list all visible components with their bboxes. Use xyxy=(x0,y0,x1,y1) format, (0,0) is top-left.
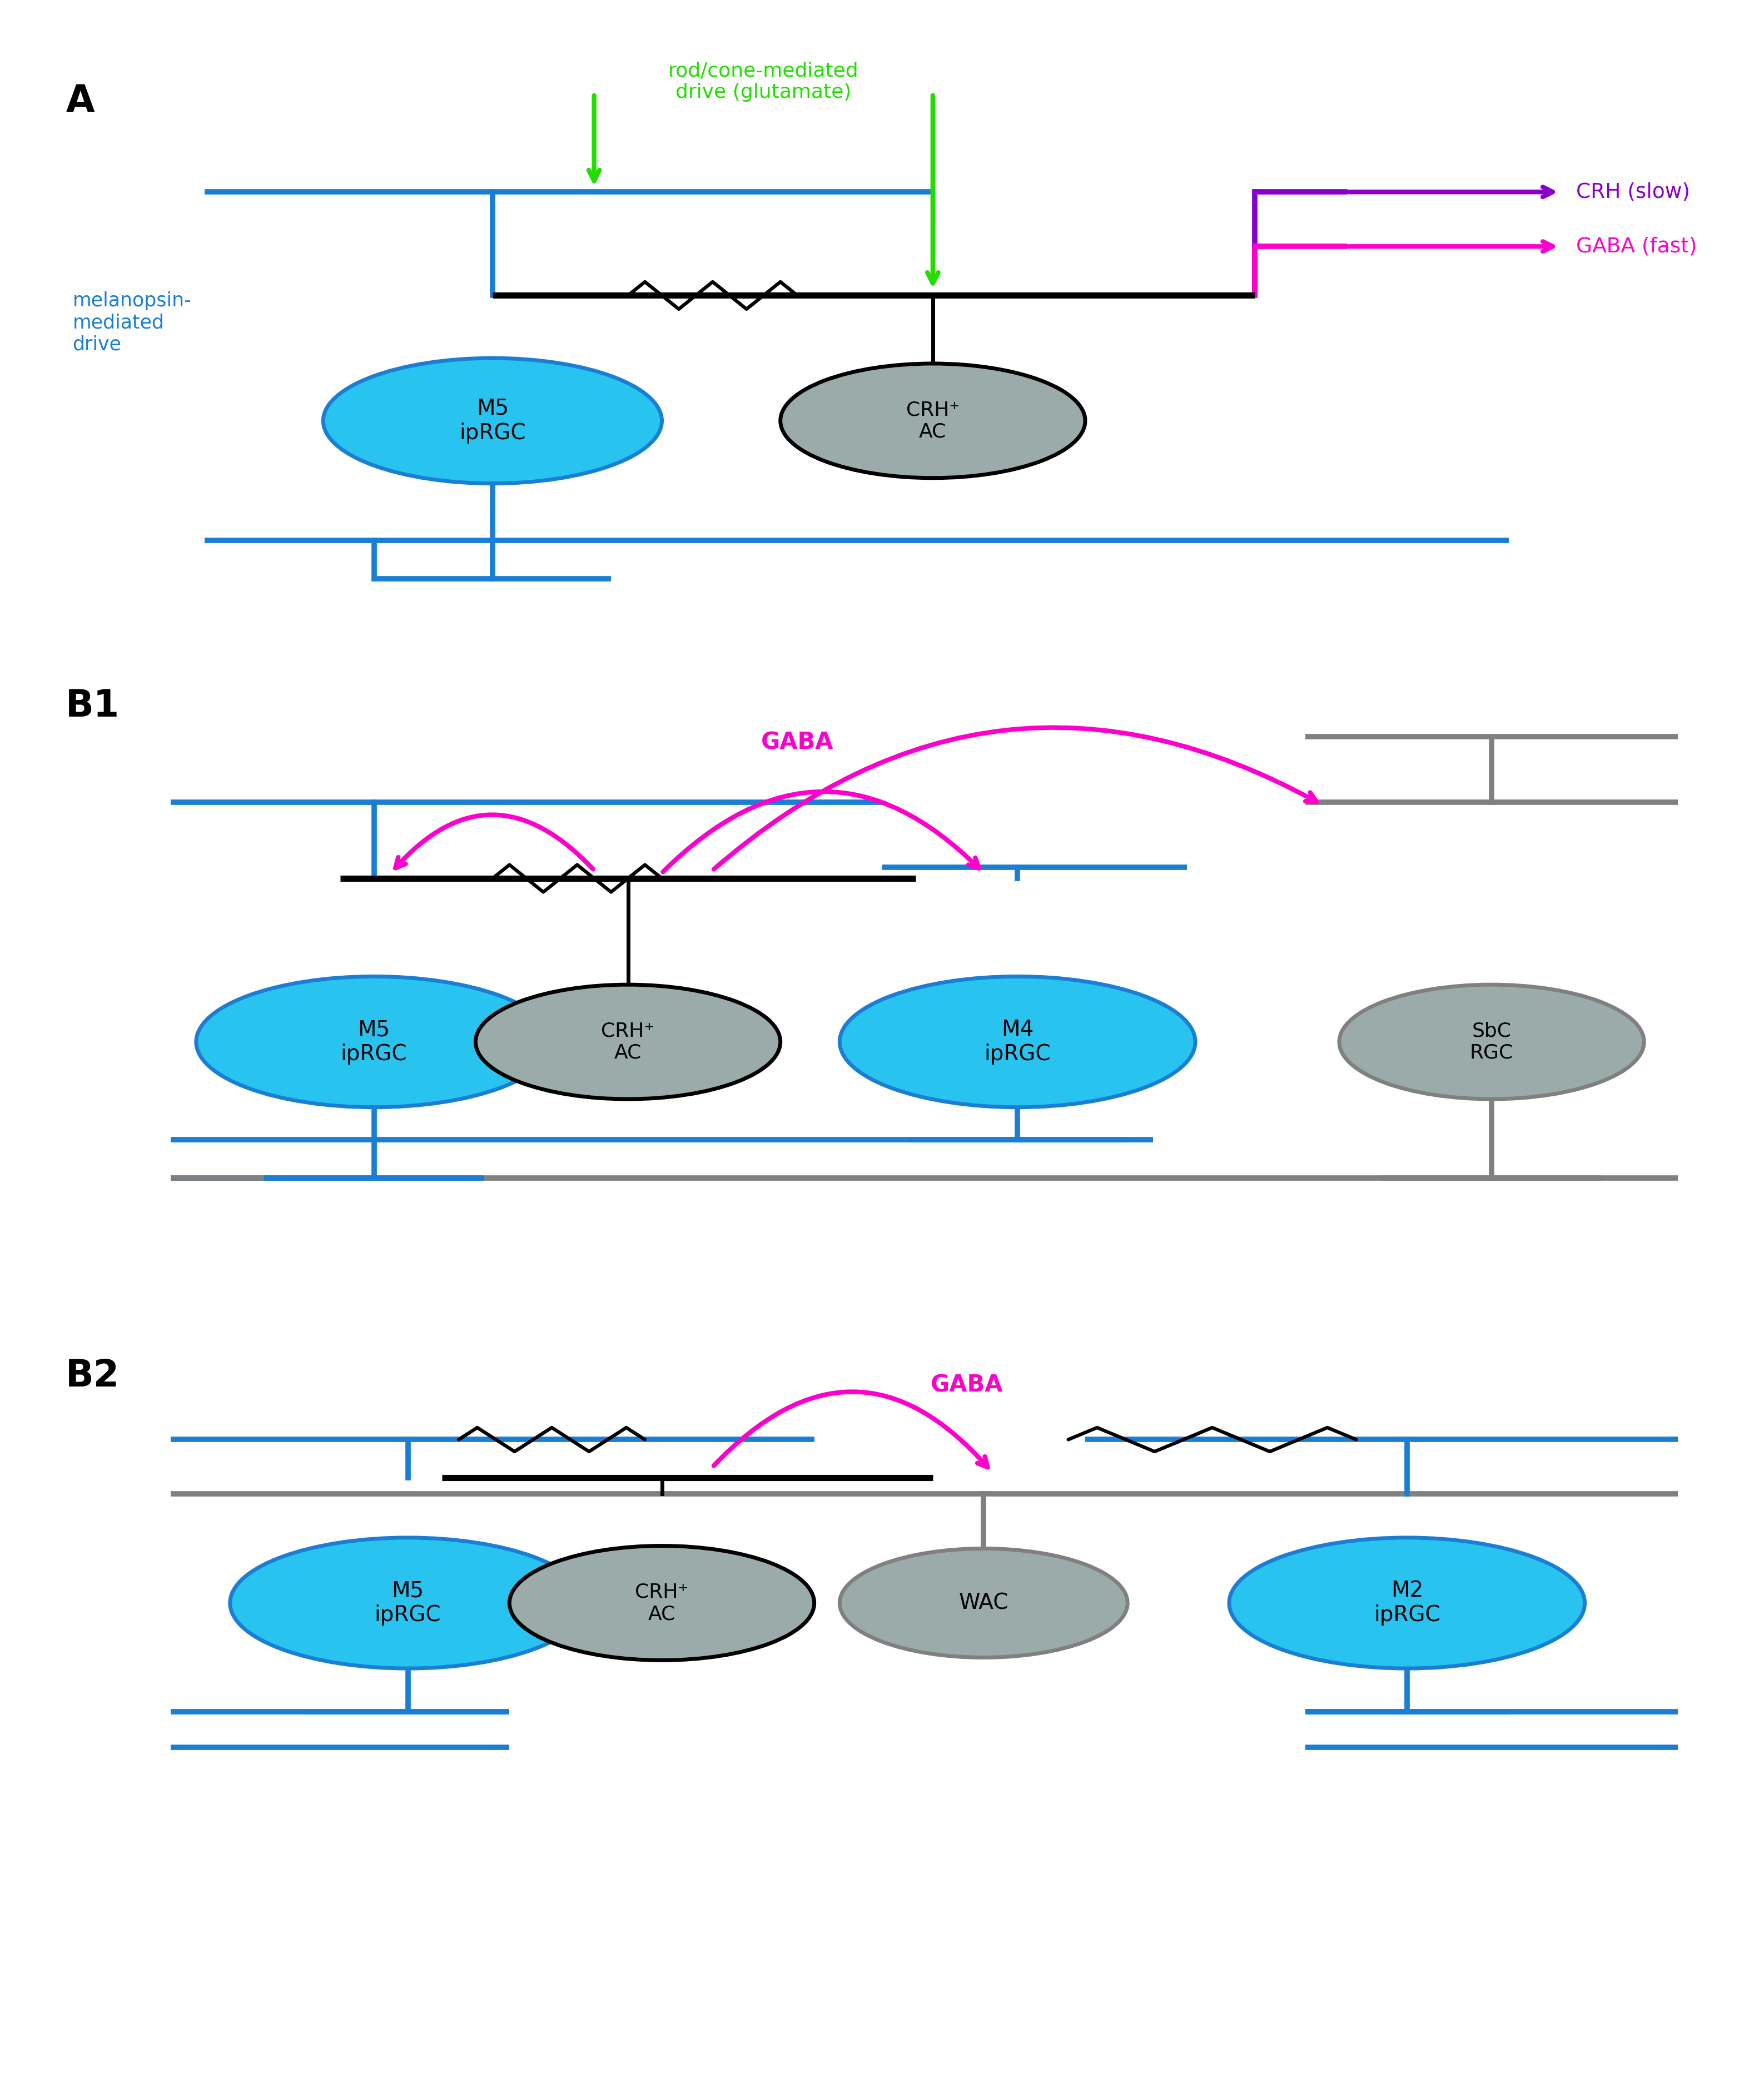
Text: M2
ipRGC: M2 ipRGC xyxy=(1374,1580,1439,1626)
Text: rod/cone-mediated
drive (glutamate): rod/cone-mediated drive (glutamate) xyxy=(669,61,859,102)
Ellipse shape xyxy=(1230,1538,1584,1668)
Ellipse shape xyxy=(196,977,552,1108)
Text: CRH⁺
AC: CRH⁺ AC xyxy=(602,1021,654,1062)
Text: melanopsin-
mediated
drive: melanopsin- mediated drive xyxy=(72,292,191,355)
Text: M5
ipRGC: M5 ipRGC xyxy=(459,399,526,445)
Text: GABA: GABA xyxy=(930,1373,1004,1396)
Ellipse shape xyxy=(1339,985,1644,1100)
Ellipse shape xyxy=(476,985,780,1100)
Text: CRH⁺
AC: CRH⁺ AC xyxy=(635,1582,688,1624)
Text: M5
ipRGC: M5 ipRGC xyxy=(340,1018,407,1064)
Text: GABA (fast): GABA (fast) xyxy=(1577,236,1697,257)
Ellipse shape xyxy=(840,977,1196,1108)
Text: CRH (slow): CRH (slow) xyxy=(1577,182,1690,202)
Text: A: A xyxy=(65,83,95,119)
Text: GABA: GABA xyxy=(760,730,834,753)
Text: M4
ipRGC: M4 ipRGC xyxy=(984,1018,1051,1064)
Text: CRH⁺
AC: CRH⁺ AC xyxy=(907,401,960,440)
Text: WAC: WAC xyxy=(958,1592,1009,1613)
Text: SbC
RGC: SbC RGC xyxy=(1469,1021,1514,1062)
Ellipse shape xyxy=(780,363,1085,478)
Ellipse shape xyxy=(840,1549,1127,1657)
Text: B1: B1 xyxy=(65,689,120,724)
Ellipse shape xyxy=(323,359,661,484)
Ellipse shape xyxy=(510,1546,815,1661)
Text: M5
ipRGC: M5 ipRGC xyxy=(374,1580,441,1626)
Text: B2: B2 xyxy=(65,1359,120,1394)
Ellipse shape xyxy=(229,1538,586,1668)
